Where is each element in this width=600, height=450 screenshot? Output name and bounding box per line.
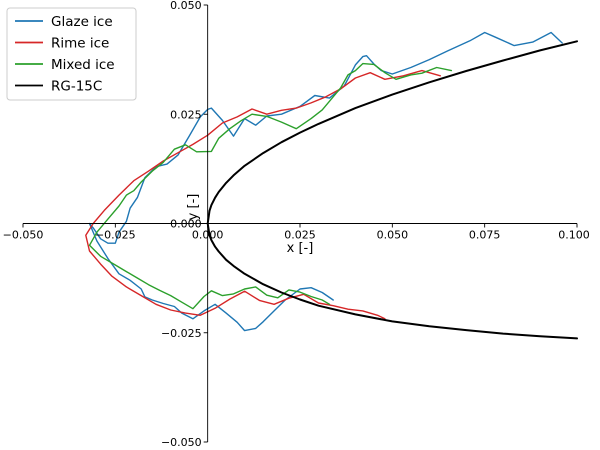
series-line-0 <box>88 31 563 332</box>
legend-label-3: RG-15C <box>51 79 102 95</box>
y-ticks: −0.050 −0.025 0.000 0.025 0.050 <box>161 0 208 449</box>
x-tick-label: 0.025 <box>284 229 316 242</box>
y-tick-label: 0.050 <box>170 0 202 12</box>
x-axis-label: x [-] <box>287 241 314 256</box>
x-tick-label: 0.100 <box>558 229 590 242</box>
series-line-2 <box>88 62 453 310</box>
x-tick-label: −0.050 <box>3 229 44 242</box>
series-layer <box>85 31 578 340</box>
x-tick-label: 0.075 <box>469 229 501 242</box>
y-tick-label: −0.050 <box>161 436 202 449</box>
legend-items: Glaze ice Rime ice Mixed ice RG-15C <box>15 14 115 95</box>
y-tick-label: 0.000 <box>170 218 202 231</box>
y-tick-label: 0.025 <box>170 108 202 121</box>
series-line-3 <box>206 40 578 340</box>
legend-label-0: Glaze ice <box>51 14 113 30</box>
legend-frame <box>6 7 137 101</box>
x-tick-label: 0.000 <box>192 229 224 242</box>
legend: Glaze ice Rime ice Mixed ice RG-15C <box>6 7 137 101</box>
legend-label-1: Rime ice <box>51 36 109 52</box>
y-tick-label: −0.025 <box>161 327 202 340</box>
x-tick-label: 0.050 <box>377 229 409 242</box>
x-ticks: −0.050 −0.025 0.000 0.025 0.050 0.075 0.100 <box>3 223 590 242</box>
x-tick-label: −0.025 <box>95 229 136 242</box>
y-axis-label: y [-] <box>186 194 201 221</box>
legend-label-2: Mixed ice <box>51 57 115 73</box>
